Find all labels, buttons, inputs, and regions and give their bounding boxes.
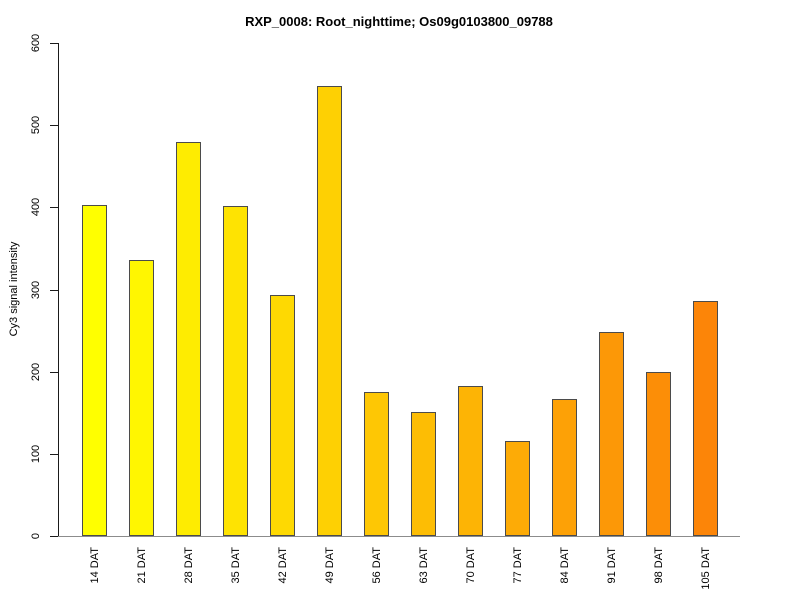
x-tick-label: 91 DAT bbox=[605, 547, 618, 584]
y-tick-label: 600 bbox=[30, 33, 42, 53]
x-tick-label: 49 DAT bbox=[323, 547, 336, 584]
x-tick-label: 70 DAT bbox=[464, 547, 477, 584]
y-tick-label: 0 bbox=[30, 532, 42, 540]
bar bbox=[364, 392, 389, 536]
bar bbox=[82, 205, 107, 536]
y-tick-mark bbox=[50, 125, 58, 127]
x-tick-label: 42 DAT bbox=[276, 547, 289, 584]
y-tick-label: 100 bbox=[30, 444, 42, 464]
y-axis-label: Cy3 signal intensity bbox=[8, 241, 20, 337]
bar bbox=[646, 372, 671, 536]
x-tick-label: 77 DAT bbox=[511, 547, 524, 584]
bar bbox=[223, 206, 248, 536]
x-tick-label: 21 DAT bbox=[135, 547, 148, 584]
x-axis-line bbox=[58, 536, 740, 537]
y-tick-label: 200 bbox=[30, 362, 42, 381]
y-tick-mark bbox=[50, 453, 58, 455]
bar bbox=[693, 301, 718, 536]
bar bbox=[552, 399, 577, 536]
x-tick-label: 56 DAT bbox=[370, 547, 383, 584]
chart-title: RXP_0008: Root_nighttime; Os09g0103800_0… bbox=[245, 14, 553, 29]
y-tick-mark bbox=[50, 43, 58, 44]
x-tick-label: 28 DAT bbox=[182, 547, 195, 584]
y-axis-line bbox=[58, 43, 59, 537]
y-tick-label: 300 bbox=[30, 280, 42, 299]
y-tick-mark bbox=[50, 371, 58, 373]
bar bbox=[129, 260, 154, 536]
bar bbox=[270, 295, 295, 536]
y-tick-mark bbox=[50, 536, 58, 537]
bar bbox=[599, 332, 624, 536]
x-tick-label: 105 DAT bbox=[699, 547, 712, 590]
bar bbox=[458, 386, 483, 536]
x-tick-label: 84 DAT bbox=[558, 547, 571, 584]
y-tick-mark bbox=[50, 207, 58, 209]
bar bbox=[505, 441, 530, 536]
x-tick-label: 14 DAT bbox=[88, 547, 101, 584]
bar bbox=[411, 412, 436, 536]
y-tick-label: 400 bbox=[30, 198, 42, 217]
bar bbox=[317, 86, 342, 536]
x-tick-label: 35 DAT bbox=[229, 547, 242, 584]
x-tick-label: 98 DAT bbox=[652, 547, 665, 584]
x-tick-label: 63 DAT bbox=[417, 547, 430, 584]
y-tick-label: 500 bbox=[30, 115, 42, 135]
y-tick-mark bbox=[50, 289, 58, 291]
bar bbox=[176, 142, 201, 536]
